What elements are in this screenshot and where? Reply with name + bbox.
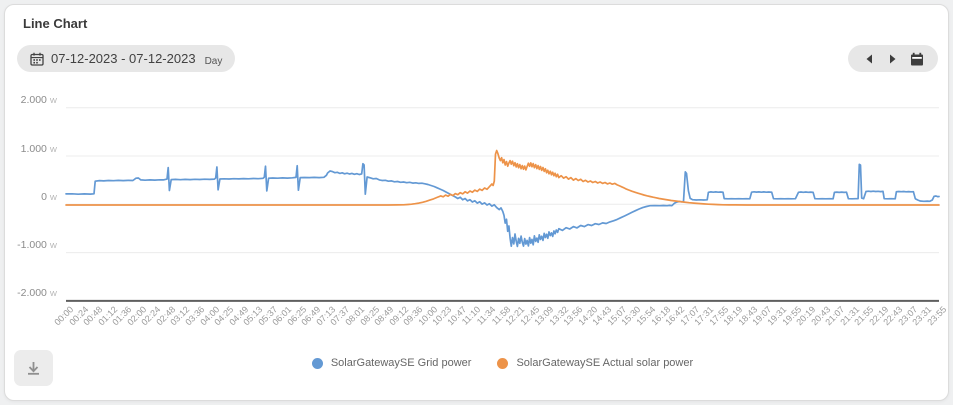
line-chart-canvas	[65, 107, 940, 302]
y-axis-label: 1.000 W	[20, 142, 57, 155]
date-range-selector[interactable]: 07-12-2023 - 07-12-2023 Day	[17, 45, 236, 72]
next-period-button[interactable]	[883, 48, 903, 70]
page-title: Line Chart	[23, 16, 88, 31]
y-axis-label: 2.000 W	[20, 94, 57, 107]
y-axis-unit: W	[49, 289, 57, 299]
legend-label: SolarGatewaySE Actual solar power	[516, 357, 694, 369]
y-axis-unit: W	[49, 192, 57, 202]
y-axis-unit: W	[49, 241, 57, 251]
calendar-picker-button[interactable]	[907, 48, 927, 70]
download-icon	[25, 360, 42, 377]
y-axis-label: -1.000 W	[17, 239, 57, 252]
prev-period-button[interactable]	[859, 48, 879, 70]
period-label: Day	[204, 55, 223, 67]
chart-nav-controls	[848, 45, 938, 72]
y-axis-unit: W	[49, 144, 57, 154]
caret-left-icon	[865, 54, 873, 64]
series-line-0	[65, 162, 940, 248]
caret-right-icon	[889, 54, 897, 64]
legend-item[interactable]: SolarGatewaySE Actual solar power	[497, 357, 693, 369]
chart-legend: SolarGatewaySE Grid power SolarGatewaySE …	[66, 357, 939, 369]
legend-label: SolarGatewaySE Grid power	[330, 357, 472, 369]
legend-item[interactable]: SolarGatewaySE Grid power	[311, 357, 472, 369]
series-line-1	[65, 149, 940, 206]
date-range-text: 07-12-2023 - 07-12-2023	[51, 51, 196, 66]
legend-dot-icon	[497, 357, 509, 369]
calendar-outline-icon	[30, 52, 44, 66]
download-button[interactable]	[14, 350, 53, 386]
y-axis-unit: W	[49, 96, 57, 106]
legend-dot-icon	[311, 357, 323, 369]
y-axis-label: -2.000 W	[17, 287, 57, 300]
calendar-solid-icon	[910, 52, 924, 66]
line-chart-panel: Line Chart 07-12-2023 - 07-12-2023 Day	[4, 4, 949, 401]
